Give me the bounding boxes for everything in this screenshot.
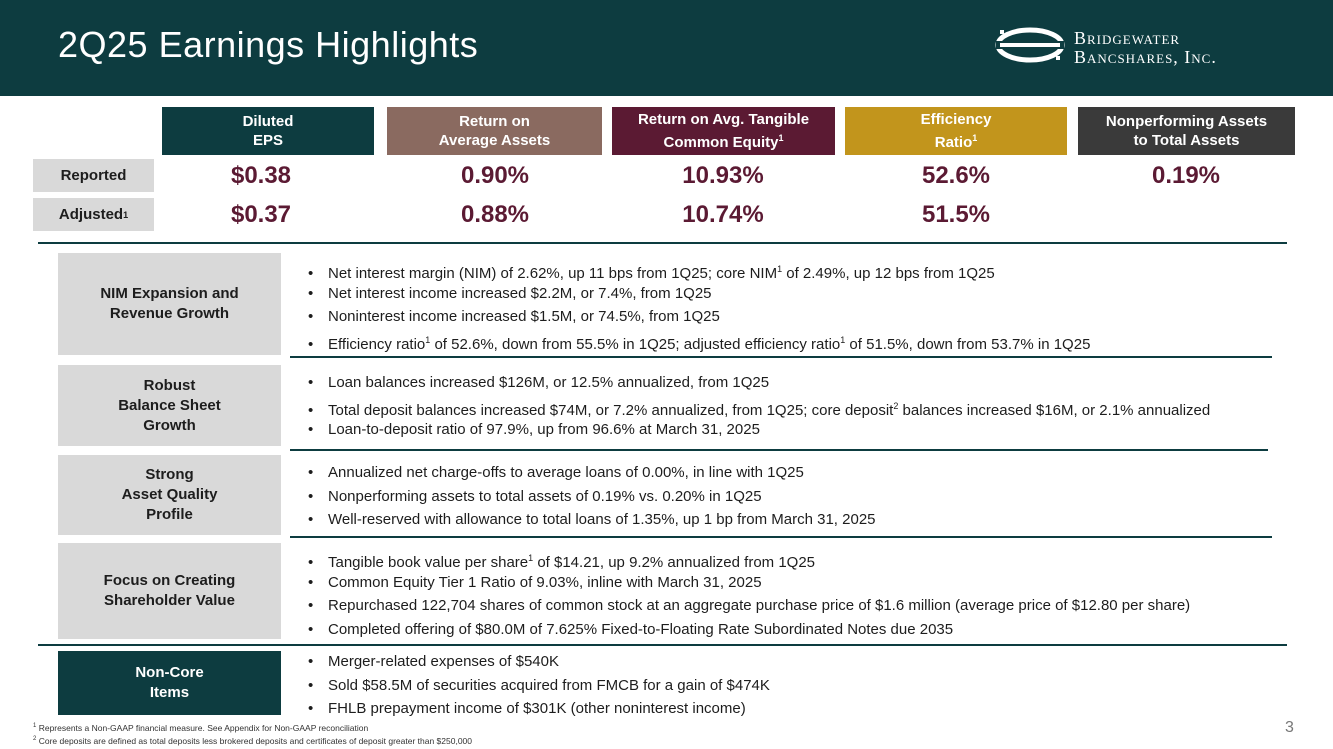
bullet-item: Annualized net charge-offs to average lo…: [306, 461, 876, 485]
header-efficiency-ratio: Efficiency Ratio1: [845, 107, 1067, 155]
adjusted-eps: $0.37: [230, 201, 292, 228]
bullets-balance-sheet: Loan balances increased $126M, or 12.5% …: [306, 371, 1210, 442]
category-line: Non-Core: [135, 664, 204, 681]
adjusted-rotce: 10.74%: [682, 201, 764, 228]
page-title: 2Q25 Earnings Highlights: [58, 24, 479, 65]
header-npa-ratio: Nonperforming Assets to Total Assets: [1078, 107, 1295, 155]
category-line: NIM Expansion and: [100, 285, 239, 302]
bullet-item: Merger-related expenses of $540K: [306, 650, 770, 674]
category-line: Balance Sheet: [118, 396, 221, 414]
header-line: EPS: [252, 132, 283, 149]
row-label-reported: Reported: [33, 159, 154, 192]
footnote-mark: 1: [778, 133, 784, 143]
header-line: to Total Assets: [1133, 132, 1240, 149]
page-number: 3: [1285, 719, 1294, 736]
category-non-core: Non-Core Items: [58, 651, 281, 715]
row-label-adjusted: Adjusted 1: [33, 198, 154, 231]
bullets-asset-quality: Annualized net charge-offs to average lo…: [306, 461, 876, 532]
footnotes: 1 Represents a Non-GAAP financial measur…: [33, 721, 472, 747]
header-line: Return on: [459, 113, 530, 130]
bullet-item: Loan balances increased $126M, or 12.5% …: [306, 371, 1210, 395]
category-line: Robust: [143, 376, 196, 394]
category-line: Revenue Growth: [109, 305, 230, 322]
category-line: Shareholder Value: [104, 592, 235, 609]
category-line: Strong: [145, 466, 194, 483]
bullets-nim-revenue: Net interest margin (NIM) of 2.62%, up 1…: [306, 258, 1090, 353]
section-divider: [38, 242, 1287, 244]
bullets-shareholder-value: Tangible book value per share1 of $14.21…: [306, 547, 1190, 641]
reported-npa: 0.19%: [1151, 162, 1221, 189]
header-rotce: Return on Avg. Tangible Common Equity1: [612, 107, 835, 155]
adjusted-efficiency: 51.5%: [921, 201, 991, 228]
category-line: Profile: [146, 506, 193, 523]
category-line: Focus on Creating: [103, 572, 236, 589]
bullet-item: Sold $58.5M of securities acquired from …: [306, 674, 770, 698]
category-asset-quality: Strong Asset Quality Profile: [58, 455, 281, 535]
header-line: Efficiency: [920, 111, 992, 128]
bullet-item: Loan-to-deposit ratio of 97.9%, up from …: [306, 418, 1210, 442]
header-diluted-eps: Diluted EPS: [162, 107, 374, 155]
header-line: Common Equity: [663, 134, 779, 151]
section-divider: [290, 356, 1272, 358]
header-roaa: Return on Average Assets: [387, 107, 602, 155]
header-line: Diluted: [242, 113, 294, 130]
bullet-item: FHLB prepayment income of $301K (other n…: [306, 697, 770, 721]
bullet-item: Completed offering of $80.0M of 7.625% F…: [306, 618, 1190, 642]
footnote-1: 1 Represents a Non-GAAP financial measur…: [33, 722, 369, 733]
reported-rotce: 10.93%: [682, 162, 764, 189]
bullet-item: Tangible book value per share1 of $14.21…: [306, 547, 1190, 571]
slide-header: 2Q25 Earnings Highlights Bridgewater Ban…: [0, 0, 1333, 96]
logo-mark-icon: [995, 27, 1065, 63]
bullet-item: Efficiency ratio1 of 52.6%, down from 55…: [306, 329, 1090, 353]
bullet-item: Nonperforming assets to total assets of …: [306, 485, 876, 509]
footnote-2: 2 Core deposits are defined as total dep…: [33, 735, 473, 746]
category-line: Asset Quality: [121, 486, 218, 503]
reported-eps: $0.38: [230, 162, 292, 189]
section-divider: [38, 644, 1287, 646]
category-nim-revenue: NIM Expansion and Revenue Growth: [58, 253, 281, 355]
bullet-item: Well-reserved with allowance to total lo…: [306, 508, 876, 532]
footnote-mark: 1: [123, 209, 129, 220]
section-divider: [290, 536, 1272, 538]
logo-wordmark: Bridgewater Bancshares, Inc.: [1074, 29, 1217, 67]
bullets-non-core: Merger-related expenses of $540K Sold $5…: [306, 650, 770, 721]
adjusted-roaa: 0.88%: [460, 201, 530, 228]
category-line: Items: [149, 684, 190, 701]
header-line: Ratio: [934, 134, 973, 151]
header-line: Nonperforming Assets: [1105, 113, 1268, 130]
reported-roaa: 0.90%: [460, 162, 530, 189]
row-label-text: Adjusted: [58, 206, 124, 223]
bullet-item: Total deposit balances increased $74M, o…: [306, 395, 1210, 419]
bullet-item: Net interest margin (NIM) of 2.62%, up 1…: [306, 258, 1090, 282]
reported-efficiency: 52.6%: [921, 162, 991, 189]
section-divider: [290, 449, 1268, 451]
bullet-item: Repurchased 122,704 shares of common sto…: [306, 594, 1190, 618]
bullet-item: Noninterest income increased $1.5M, or 7…: [306, 305, 1090, 329]
header-line: Average Assets: [438, 132, 551, 149]
category-shareholder-value: Focus on Creating Shareholder Value: [58, 543, 281, 639]
footnote-mark: 1: [972, 133, 978, 143]
category-line: Growth: [143, 416, 196, 434]
logo-line-2: Bancshares, Inc.: [1074, 47, 1217, 67]
company-logo: Bridgewater Bancshares, Inc.: [994, 24, 1274, 68]
category-balance-sheet: Robust Balance Sheet Growth: [58, 365, 281, 446]
bullet-item: Net interest income increased $2.2M, or …: [306, 282, 1090, 306]
bullet-item: Common Equity Tier 1 Ratio of 9.03%, inl…: [306, 571, 1190, 595]
header-line: Return on Avg. Tangible: [637, 111, 810, 128]
logo-line-1: Bridgewater: [1074, 28, 1181, 48]
